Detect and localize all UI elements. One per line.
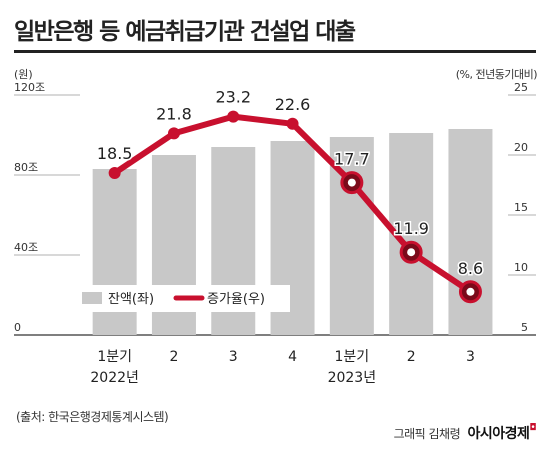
data-label: 22.6: [275, 95, 311, 114]
legend-label-bar: 잔액(좌): [108, 292, 154, 307]
x-tick-label: 1분기: [97, 349, 132, 365]
chart-title: 일반은행 등 예금취급기관 건설업 대출: [14, 19, 356, 45]
line-point: [286, 117, 299, 130]
data-label: 18.5: [97, 144, 133, 163]
credit-line: 그래픽 김채령 아시아경제◘: [393, 423, 537, 443]
bar: [448, 129, 493, 335]
y-right-unit: (%, 전년동기대비): [456, 68, 537, 81]
x-tick-label: 4: [288, 349, 297, 365]
legend-label-line: 증가율(우): [207, 292, 265, 307]
title-divider: [14, 50, 536, 53]
line-point: [167, 127, 180, 140]
line-series: [108, 110, 482, 304]
y-right-tick-label: 15: [514, 201, 528, 214]
x-tick-label: 2022년: [90, 370, 139, 386]
y-left-tick-label: 0: [14, 321, 21, 334]
line-point: [108, 167, 121, 179]
brand-logo: 아시아경제: [467, 426, 530, 442]
line-point-center: [466, 287, 475, 296]
x-tick-label: 2: [407, 349, 416, 365]
graphic-credit: 그래픽 김채령: [393, 427, 461, 441]
data-label: 8.6: [458, 259, 483, 278]
data-label: 17.7: [334, 150, 370, 169]
y-right-tick-label: 25: [514, 81, 528, 94]
y-left-tick-label: 120조: [14, 81, 45, 94]
line-point: [227, 110, 240, 123]
x-tick-label: 2: [169, 349, 178, 365]
x-axis-ticks: 1분기 2022년 2 3 4 1분기 2023년 2 3: [90, 349, 475, 386]
data-label: 21.8: [156, 104, 192, 123]
legend: 잔액(좌) 증가율(우): [73, 285, 290, 312]
data-label: 23.2: [215, 88, 251, 107]
x-tick-label: 3: [466, 349, 475, 365]
data-label: 11.9: [393, 219, 429, 238]
brand-mark-icon: ◘: [529, 423, 536, 433]
y-right-tick-label: 20: [514, 141, 528, 154]
y-right-tick-label: 10: [514, 261, 528, 274]
y-left-tick-label: 80조: [14, 161, 38, 174]
y-right-tick-label: 5: [521, 321, 528, 334]
x-tick-label: 2023년: [328, 370, 377, 386]
line-point-center: [407, 248, 416, 257]
data-labels: 18.5 21.8 23.2 22.6 17.7 11.9 8.6: [95, 86, 484, 279]
line-point-center: [347, 178, 356, 187]
y-left-tick-label: 40조: [14, 241, 38, 254]
x-tick-label: 3: [229, 349, 238, 365]
legend-swatch-bar: [82, 292, 102, 304]
chart: (원) (%, 전년동기대비) 120조 80조 40조 0 25 20 15 10 5 18.5 2…: [14, 68, 538, 386]
x-tick-label: 1분기: [335, 349, 370, 365]
source-note: (출처: 한국은행경제통계시스템): [16, 410, 169, 424]
y-left-unit: (원): [14, 68, 33, 81]
